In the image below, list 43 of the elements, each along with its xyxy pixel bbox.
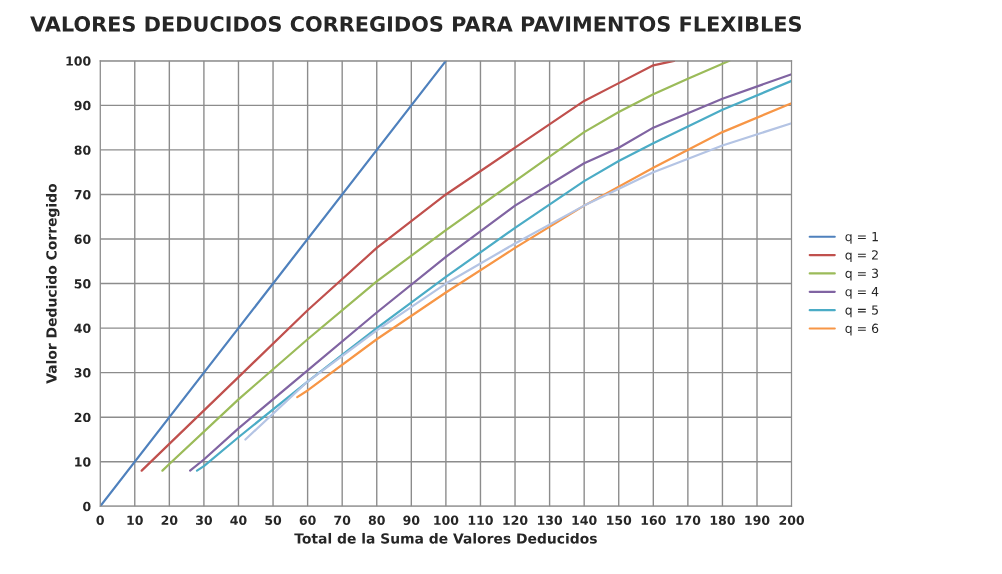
x-tick-label: 10 <box>127 515 143 525</box>
y-tick-label: 90 <box>74 100 91 111</box>
x-tick-label: 180 <box>710 515 735 525</box>
legend-label: q = 5 <box>845 305 878 318</box>
x-tick-label: 80 <box>368 515 385 525</box>
x-tick-label: 170 <box>676 515 701 525</box>
x-tick-label: 200 <box>779 515 805 525</box>
x-tick-label: 100 <box>434 515 459 525</box>
x-tick-label: 60 <box>299 515 316 525</box>
y-tick-label: 30 <box>74 368 91 378</box>
y-tick-label: 10 <box>75 457 91 467</box>
x-axis-title: Total de la Suma de Valores Deducidos <box>294 532 597 544</box>
y-tick-label: 20 <box>74 412 91 423</box>
y-tick-label: 60 <box>74 234 91 244</box>
x-tick-label: 160 <box>641 515 666 525</box>
y-tick-label: 0 <box>83 501 91 512</box>
x-tick-label: 150 <box>607 515 632 525</box>
y-tick-label: 40 <box>74 323 91 334</box>
y-axis-title: Valor Deducido Corregido <box>45 183 60 384</box>
x-tick-label: 50 <box>265 515 282 525</box>
x-tick-label: 140 <box>572 515 597 525</box>
legend-label: q = 4 <box>845 287 879 299</box>
y-tick-label: 50 <box>74 279 91 289</box>
x-tick-label: 20 <box>161 515 178 525</box>
x-tick-label: 70 <box>334 515 351 525</box>
legend-label: q = 3 <box>845 268 879 281</box>
x-tick-label: 120 <box>503 515 528 525</box>
y-tick-label: 70 <box>74 189 91 200</box>
x-tick-label: 130 <box>537 515 563 525</box>
chart-title: VALORES DEDUCIDOS CORREGIDOS PARA PAVIMENTOS FLEXIBLES <box>30 16 801 32</box>
line-series <box>296 102 792 399</box>
legend-label: q = 6 <box>845 323 879 336</box>
x-tick-label: 40 <box>230 515 247 525</box>
x-tick-label: 30 <box>196 515 213 525</box>
x-tick-label: 190 <box>745 515 770 525</box>
x-tick-label: 110 <box>468 515 493 525</box>
y-tick-label: 100 <box>66 56 91 66</box>
x-tick-label: 0 <box>96 515 104 525</box>
x-tick-label: 90 <box>403 515 420 525</box>
legend-label: q = 2 <box>845 250 878 263</box>
legend-label: q = 1 <box>845 232 878 244</box>
y-tick-label: 80 <box>74 145 91 155</box>
line-series <box>244 122 792 441</box>
